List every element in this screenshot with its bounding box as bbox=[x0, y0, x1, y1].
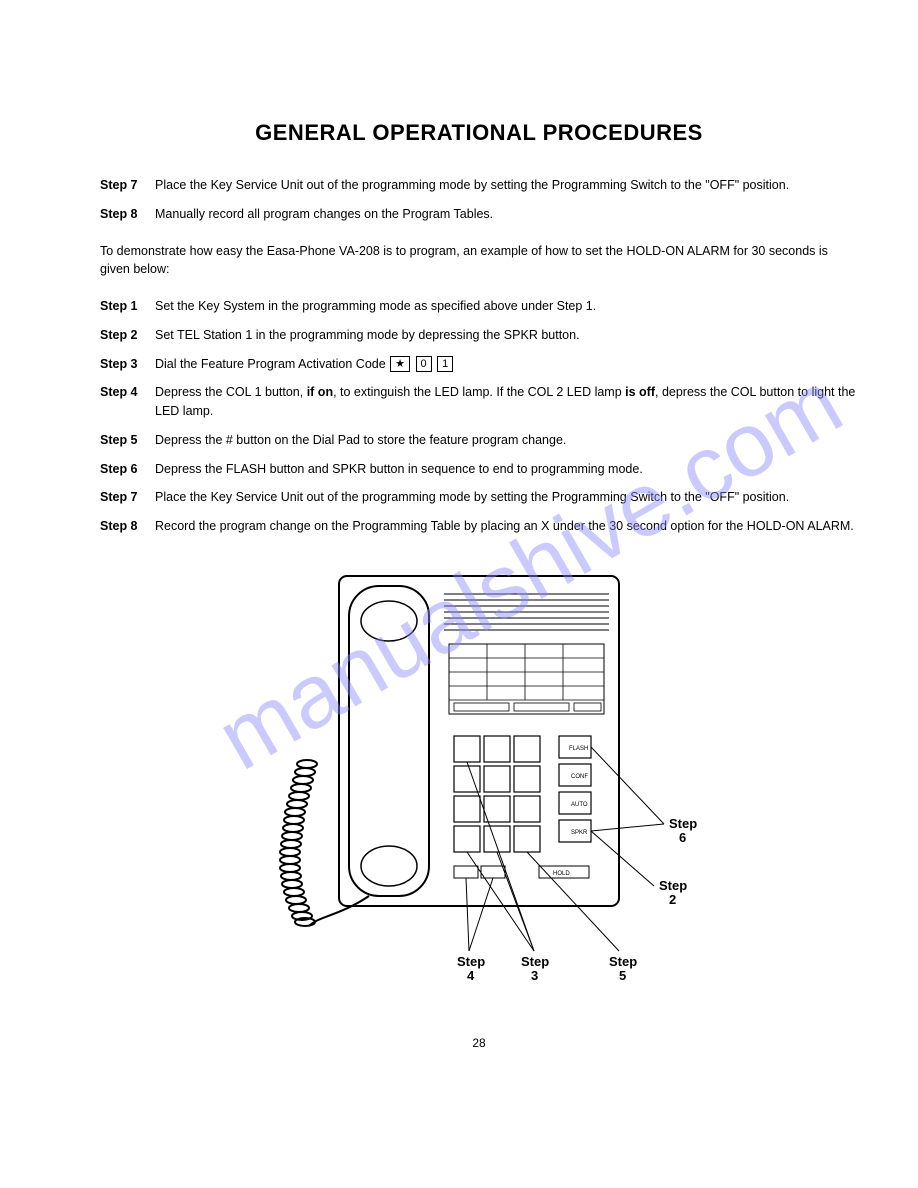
svg-text:5: 5 bbox=[619, 968, 626, 983]
svg-text:Step: Step bbox=[609, 954, 637, 969]
step-text: Place the Key Service Unit out of the pr… bbox=[155, 176, 858, 195]
step-text: Manually record all program changes on t… bbox=[155, 205, 858, 224]
key-0: 0 bbox=[416, 356, 432, 372]
step-label: Step 7 bbox=[100, 488, 155, 507]
svg-text:HOLD: HOLD bbox=[553, 871, 570, 877]
svg-text:Step: Step bbox=[659, 878, 687, 893]
step-label: Step 8 bbox=[100, 205, 155, 224]
step-row: Step 1 Set the Key System in the program… bbox=[100, 297, 858, 316]
step-row: Step 2 Set TEL Station 1 in the programm… bbox=[100, 326, 858, 345]
step-text: Dial the Feature Program Activation Code… bbox=[155, 355, 858, 374]
svg-text:Step: Step bbox=[521, 954, 549, 969]
step-prefix: Dial the Feature Program Activation Code bbox=[155, 357, 389, 371]
step-row: Step 7 Place the Key Service Unit out of… bbox=[100, 176, 858, 195]
step-label: Step 7 bbox=[100, 176, 155, 195]
intro-paragraph: To demonstrate how easy the Easa-Phone V… bbox=[100, 242, 858, 280]
step-label: Step 1 bbox=[100, 297, 155, 316]
step-row: Step 8 Record the program change on the … bbox=[100, 517, 858, 536]
step-text: Depress the FLASH button and SPKR button… bbox=[155, 460, 858, 479]
step-label: Step 3 bbox=[100, 355, 155, 374]
step-row: Step 6 Depress the FLASH button and SPKR… bbox=[100, 460, 858, 479]
step-row: Step 8 Manually record all program chang… bbox=[100, 205, 858, 224]
step-label: Step 6 bbox=[100, 460, 155, 479]
key-1: 1 bbox=[437, 356, 453, 372]
svg-text:FLASH: FLASH bbox=[569, 746, 588, 752]
step-text: Place the Key Service Unit out of the pr… bbox=[155, 488, 858, 507]
step-row: Step 3 Dial the Feature Program Activati… bbox=[100, 355, 858, 374]
step-label: Step 8 bbox=[100, 517, 155, 536]
step-row: Step 5 Depress the # button on the Dial … bbox=[100, 431, 858, 450]
step-row: Step 4 Depress the COL 1 button, if on, … bbox=[100, 383, 858, 421]
step-label: Step 2 bbox=[100, 326, 155, 345]
step-text: Depress the # button on the Dial Pad to … bbox=[155, 431, 858, 450]
step-text: Depress the COL 1 button, if on, to exti… bbox=[155, 383, 858, 421]
step-row: Step 7 Place the Key Service Unit out of… bbox=[100, 488, 858, 507]
svg-text:CONF: CONF bbox=[571, 774, 588, 780]
svg-text:Step: Step bbox=[457, 954, 485, 969]
page-title: GENERAL OPERATIONAL PROCEDURES bbox=[100, 120, 858, 146]
step-label: Step 5 bbox=[100, 431, 155, 450]
step-text: Record the program change on the Program… bbox=[155, 517, 858, 536]
phone-diagram: FLASH CONF AUTO SPKR HOLD bbox=[239, 566, 719, 1006]
svg-text:4: 4 bbox=[467, 968, 475, 983]
svg-text:3: 3 bbox=[531, 968, 538, 983]
page: manualshive.com GENERAL OPERATIONAL PROC… bbox=[0, 0, 918, 1090]
svg-text:6: 6 bbox=[679, 830, 686, 845]
svg-text:Step: Step bbox=[669, 816, 697, 831]
page-number: 28 bbox=[100, 1036, 858, 1050]
step-label: Step 4 bbox=[100, 383, 155, 421]
step-text: Set the Key System in the programming mo… bbox=[155, 297, 858, 316]
svg-text:SPKR: SPKR bbox=[571, 830, 588, 836]
step-text: Set TEL Station 1 in the programming mod… bbox=[155, 326, 858, 345]
key-star: ★ bbox=[390, 356, 410, 372]
svg-text:2: 2 bbox=[669, 892, 676, 907]
svg-text:AUTO: AUTO bbox=[571, 802, 588, 808]
